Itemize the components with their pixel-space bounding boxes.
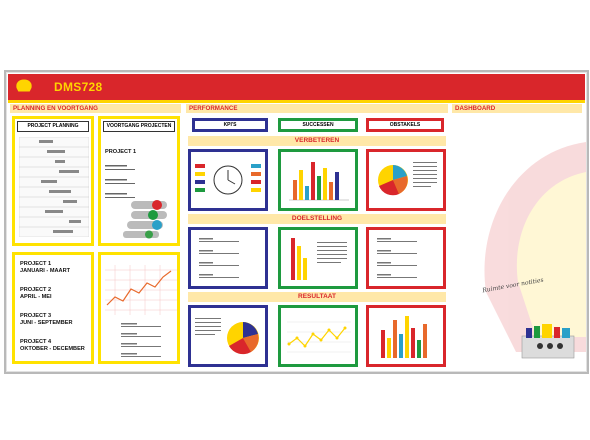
- project-period: JUNI - SEPTEMBER: [20, 319, 73, 326]
- obstacle-card-3: [366, 305, 446, 367]
- watermark-logo: [484, 142, 586, 352]
- header-bar: DMS728: [8, 74, 585, 100]
- project-item: PROJECT 2 APRIL - MEI: [20, 287, 52, 300]
- project-item: PROJECT 1 JANUARI - MAART: [20, 261, 70, 274]
- tab-kpis: KPI'S: [192, 118, 268, 132]
- project-period: OKTOBER - DECEMBER: [20, 345, 85, 352]
- kpi-card-2: [188, 227, 268, 289]
- progress-infographic: [105, 165, 167, 239]
- voortgang-project-title: PROJECT 1: [105, 149, 137, 155]
- tab-obstakels: OBSTAKELS: [366, 118, 444, 132]
- text-lines: [121, 323, 161, 357]
- vertical-bars-icon: [291, 238, 347, 280]
- obstacle-card-1: [366, 149, 446, 211]
- project-name: PROJECT 4: [20, 339, 52, 345]
- bar-chart-icon: [289, 162, 349, 201]
- project-item: PROJECT 3 JUNI - SEPTEMBER: [20, 313, 73, 326]
- project-name: PROJECT 1: [20, 261, 52, 267]
- band-doelstelling: DOELSTELLING: [188, 214, 446, 224]
- band-verbeteren: VERBETEREN: [188, 136, 446, 146]
- project-period: APRIL - MEI: [20, 293, 52, 300]
- voortgang-frame: VOORTGANG PROJECTEN PROJECT 1: [98, 116, 180, 246]
- board-title: DMS728: [54, 80, 103, 94]
- kpi-card-3: [188, 305, 268, 367]
- header-stripe: [8, 100, 585, 103]
- gantt-chart: [19, 137, 89, 237]
- voortgang-label: VOORTGANG PROJECTEN: [103, 121, 175, 132]
- trend-line-chart: [105, 265, 177, 315]
- whiteboard: DMS728 PLANNING EN VOORTGANG PERFORMANCE…: [4, 70, 589, 374]
- success-card-2: [278, 227, 358, 289]
- success-card-3: [278, 305, 358, 367]
- section-performance-header: PERFORMANCE: [186, 104, 448, 113]
- project-name: PROJECT 3: [20, 313, 52, 319]
- text-lines: [199, 238, 239, 278]
- project-planning-frame: PROJECT PLANNING: [12, 116, 94, 246]
- tab-successen: SUCCESSEN: [278, 118, 358, 132]
- success-card-1: [278, 149, 358, 211]
- text-lines: [377, 238, 417, 278]
- project-period: JANUARI - MAART: [20, 267, 71, 274]
- line-chart-icon: [287, 321, 351, 353]
- shell-logo-icon: [15, 78, 33, 96]
- marker-tray-icon[interactable]: [520, 318, 578, 364]
- project-item: PROJECT 4 OKTOBER - DECEMBER: [20, 339, 85, 352]
- obstacle-card-2: [366, 227, 446, 289]
- band-resultaat: RESULTAAT: [188, 292, 446, 302]
- project-list-frame: PROJECT 1 JANUARI - MAART PROJECT 2 APRI…: [12, 252, 94, 364]
- trend-frame: [98, 252, 180, 364]
- kpi-card-1: [188, 149, 268, 211]
- project-name: PROJECT 2: [20, 287, 52, 293]
- section-dashboard-header: DASHBOARD: [452, 104, 582, 113]
- section-planning-header: PLANNING EN VOORTGANG: [10, 104, 181, 113]
- pie-chart-icon: [378, 162, 437, 196]
- clock-infographic: [195, 164, 261, 195]
- grouped-bars-icon: [381, 316, 427, 358]
- project-planning-label: PROJECT PLANNING: [17, 121, 89, 132]
- donut-chart-icon: [195, 318, 259, 355]
